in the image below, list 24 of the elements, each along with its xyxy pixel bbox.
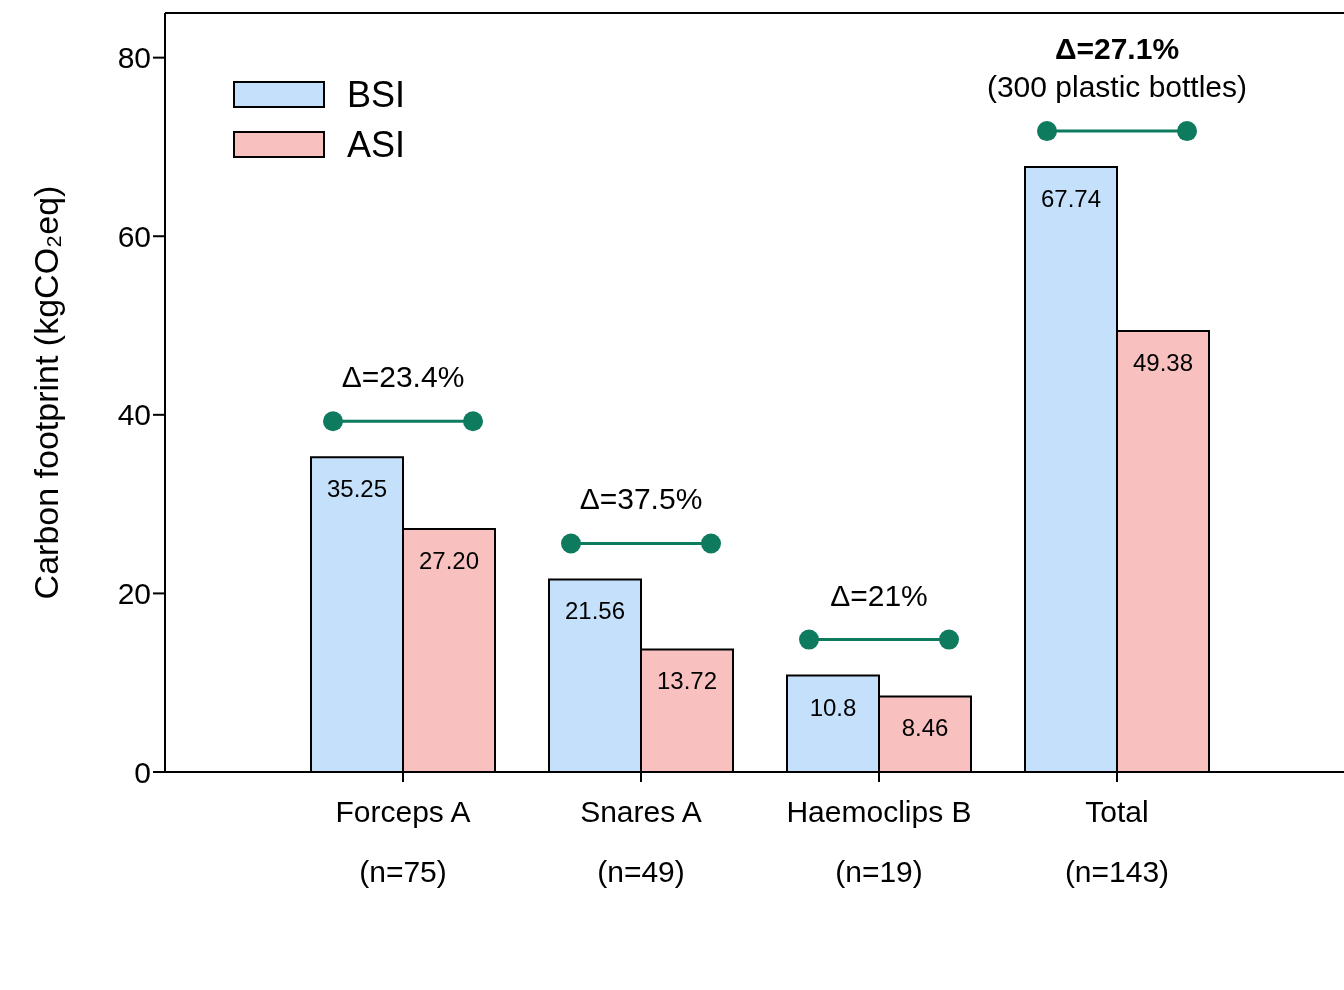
data-label: 67.74: [1040, 185, 1102, 213]
y-tick-label: 60: [117, 219, 151, 253]
data-label: 21.56: [564, 597, 626, 625]
data-label: 35.25: [326, 475, 388, 503]
x-tick-label: Haemoclips B (n=19): [786, 795, 972, 888]
y-axis-title: Carbon footprint (kgCO₂eq): [27, 185, 65, 600]
y-tick-label: 80: [117, 41, 151, 75]
annotation: Δ=23.4%: [341, 360, 465, 394]
x-tick-label: Snares A (n=49): [580, 795, 702, 888]
y-tick-label: 40: [117, 398, 151, 432]
annotation: Δ=37.5%: [579, 482, 703, 516]
y-tick-label: 20: [117, 577, 151, 611]
data-label: 49.38: [1132, 349, 1194, 377]
data-label: 27.20: [418, 547, 480, 575]
annotation: Δ=27.1% (300 plastic bottles): [986, 32, 1248, 104]
annotation: Δ=21%: [830, 578, 928, 612]
x-tick-label: Total (n=143): [1064, 795, 1170, 888]
data-label: 10.8: [809, 693, 857, 721]
legend-label: BSI: [347, 74, 406, 116]
y-tick-label: 0: [134, 755, 151, 789]
data-label: 8.46: [901, 714, 949, 742]
legend-label: ASI: [347, 124, 406, 166]
data-label: 13.72: [656, 667, 718, 695]
x-tick-label: Forceps A (n=75): [335, 795, 471, 888]
